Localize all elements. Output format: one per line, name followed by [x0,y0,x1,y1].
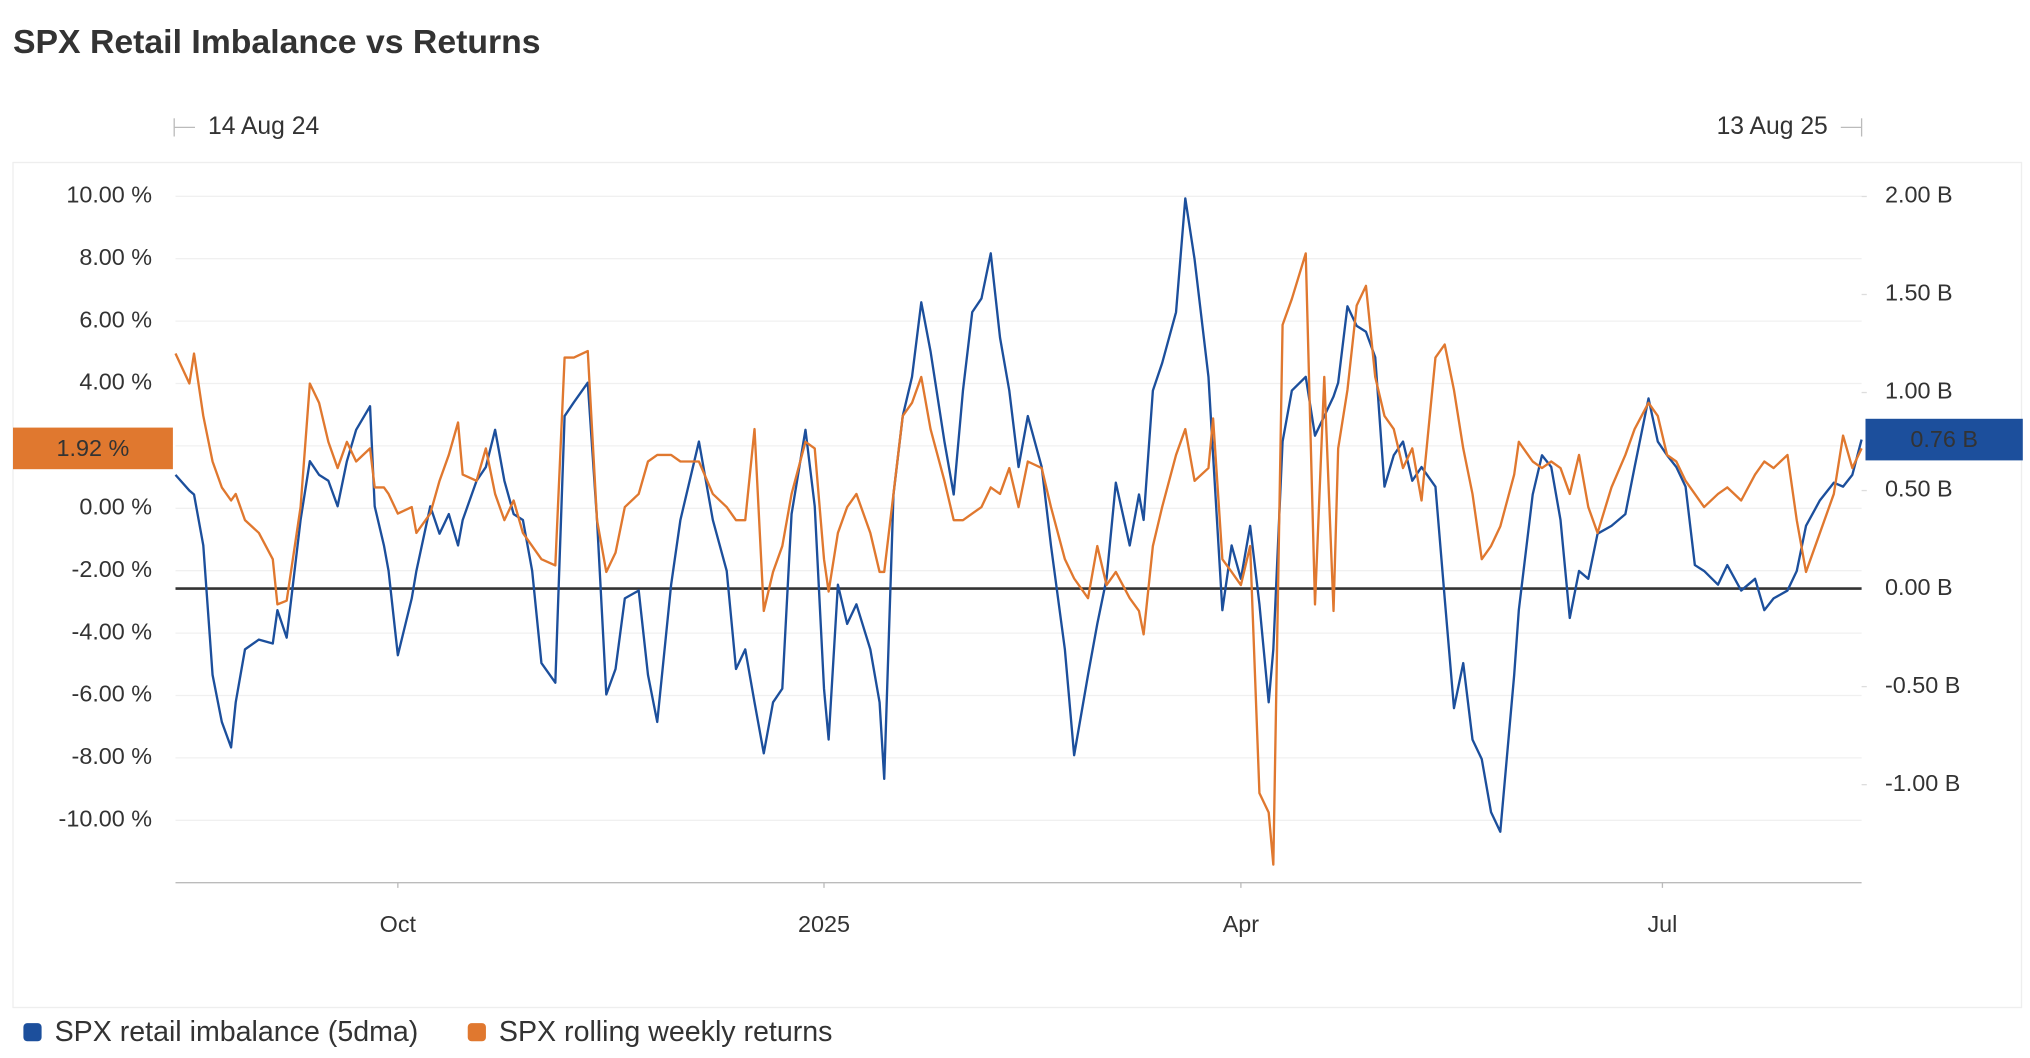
y-tick-label: -4.00 % [72,618,153,644]
legend-swatch [23,1023,42,1042]
legend-label: SPX retail imbalance (5dma) [55,1016,419,1048]
last-value-badge [1865,418,2023,461]
y2-tick-label: -1.00 B [1885,770,1960,796]
y2-tick-label: 1.00 B [1885,378,1953,404]
range-end-label: 13 Aug 25 [1717,113,1828,140]
y-tick-label: 10.00 % [66,181,152,207]
y-tick-label: -2.00 % [72,556,153,582]
y-tick-label: -8.00 % [72,743,153,769]
series-line [174,197,1863,833]
y2-tick-label: 0.00 B [1885,574,1953,600]
y-tick-label: 0.00 % [79,493,152,519]
series-line [174,252,1863,866]
y2-tick-label: -0.50 B [1885,672,1960,698]
chart-title: SPX Retail Imbalance vs Returns [13,23,541,61]
y-tick-label: 8.00 % [79,244,152,270]
x-tick-label: Apr [1223,911,1260,937]
y2-tick-label: 2.00 B [1885,182,1953,208]
y-tick-label: 6.00 % [79,306,152,332]
last-value-label: 0.76 B [1910,426,1978,452]
y-tick-label: -10.00 % [59,805,153,831]
legend-swatch [467,1023,486,1042]
chart-frame [12,161,2023,1009]
range-start-label: 14 Aug 24 [208,113,319,140]
x-tick-label: Oct [380,911,417,937]
last-value-badge [12,427,173,470]
x-tick-label: Jul [1647,911,1677,937]
x-tick-label: 2025 [798,911,850,937]
y-tick-label: 4.00 % [79,369,152,395]
y2-tick-label: 0.50 B [1885,476,1953,502]
last-value-label: 1.92 % [57,435,130,461]
y2-tick-label: 1.50 B [1885,280,1953,306]
y-tick-label: -6.00 % [72,681,153,707]
legend-label: SPX rolling weekly returns [499,1016,833,1048]
